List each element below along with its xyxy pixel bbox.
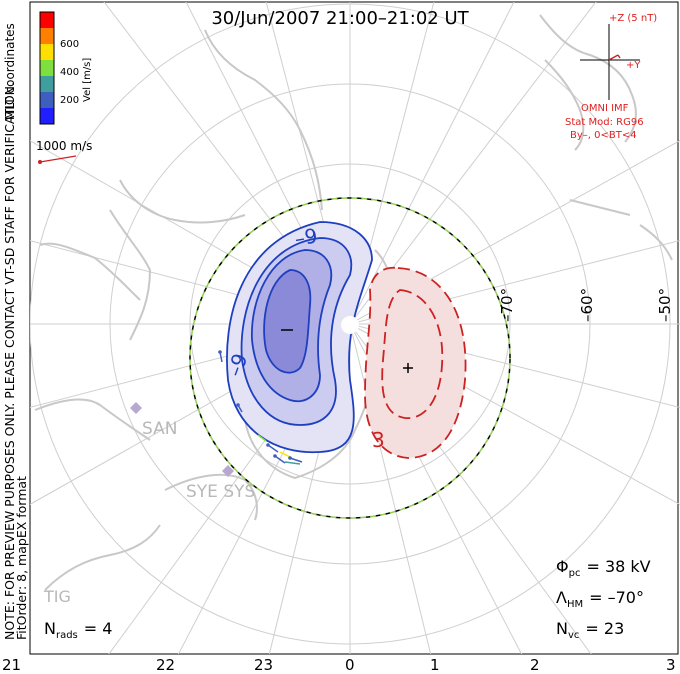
imf-y-label: +Y [626,60,641,71]
colorbar-label: Vel [m/s] [82,58,93,102]
pole-gap [341,316,359,334]
vector-scale-dot [38,160,42,164]
lambda-hm-value: ΛHM = –70° [556,588,644,610]
map-title: 30/Jun/2007 21:00–21:02 UT [211,8,469,29]
colorbar-tick-600: 600 [60,39,79,50]
lat-label-50: –50° [656,288,674,322]
velocity-colorbar [39,11,55,125]
hm-boundary-green [189,197,511,519]
coastline [34,14,673,591]
preview-note: NOTE: FOR PREVIEW PURPOSES ONLY. PLEASE … [2,82,17,640]
mlt-label-3: 3 [666,656,676,674]
imf-source: OMNI IMF [581,103,629,114]
station-label-san: SAN [142,419,177,439]
mlt-label-1: 1 [430,656,440,674]
colorbar-tick-400: 400 [60,67,79,78]
phi-pc-value: Φpc = 38 kV [556,557,651,579]
nvc-value: Nvc = 23 [556,619,624,641]
station-markers [130,402,234,477]
mlt-label-0: 0 [345,656,355,674]
contour-label-pos: 3 [372,428,385,452]
positive-potential-cell [364,266,467,459]
colorbar-tick-200: 200 [60,95,79,106]
station-label-tig: TIG [43,587,71,606]
velocity-vectors [218,350,303,465]
coords-label: MLT coordinates [3,23,17,120]
lat-label-60: –60° [578,288,596,322]
negative-potential-cell [226,221,373,454]
station-label-sye-sys: SYE SYS [186,482,255,502]
vector-scale-label: 1000 m/s [36,139,92,153]
vector-scale-bar [39,155,77,163]
mlt-label-23: 23 [254,656,273,674]
mlt-label-22: 22 [156,656,175,674]
contour-label-neg: –9 [293,223,320,251]
lat-label-70: –70° [498,288,516,322]
imf-dial [580,24,640,100]
imf-z-label: +Z (5 nT) [609,13,657,24]
mlt-label-21: 21 [2,656,21,674]
imf-stat-mod: Stat Mod: RG96 [565,117,644,128]
mlt-label-2: 2 [530,656,540,674]
fitorder-note: FitOrder: 8, mapEX format [14,476,29,640]
imf-condition: By–, 0<BT<4 [570,130,637,141]
nrads-value: Nrads = 4 [44,619,112,641]
